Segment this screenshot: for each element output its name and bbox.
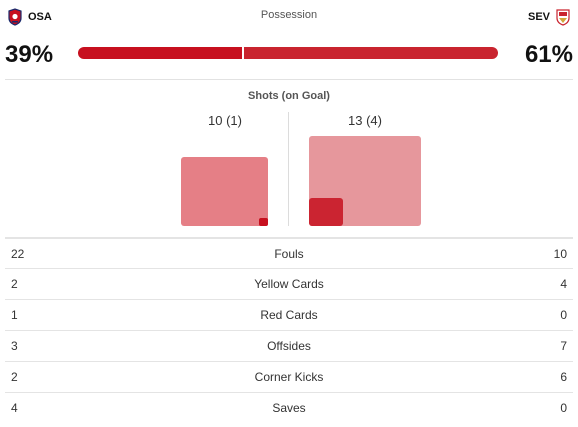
- possession-title: Possession: [260, 9, 318, 21]
- stat-home-value: 1: [11, 308, 18, 322]
- stat-label: Corner Kicks: [254, 370, 324, 384]
- stat-label: Saves: [272, 401, 306, 415]
- stat-away-value: 7: [560, 339, 567, 353]
- stat-row-saves: 4 Saves 0: [5, 392, 573, 423]
- home-team-abbr: OSA: [28, 11, 52, 23]
- stat-row-yellow-cards: 2 Yellow Cards 4: [5, 268, 573, 299]
- section-divider: [5, 79, 573, 80]
- stat-label: Fouls: [274, 246, 304, 261]
- stat-away-value: 0: [560, 401, 567, 415]
- stat-label: Yellow Cards: [254, 277, 324, 291]
- stat-row-offsides: 3 Offsides 7: [5, 330, 573, 361]
- home-possession-percent: 39%: [5, 41, 54, 68]
- stat-label: Offsides: [267, 339, 311, 353]
- away-team: SEV: [528, 8, 570, 26]
- possession-bar-gap: [241, 47, 244, 59]
- stat-away-value: 4: [560, 277, 567, 291]
- stat-label: Red Cards: [260, 308, 318, 322]
- stat-home-value: 2: [11, 370, 18, 384]
- stats-table: 22 Fouls 10 2 Yellow Cards 4 1 Red Cards…: [5, 237, 573, 423]
- away-possession-percent: 61%: [524, 41, 573, 68]
- home-possession-segment: [78, 47, 242, 59]
- stat-home-value: 22: [11, 246, 25, 261]
- home-team: OSA: [8, 8, 52, 26]
- away-shots-on-goal-box: [309, 198, 343, 226]
- sevilla-crest-icon: [556, 9, 570, 26]
- shots-center-divider: [288, 112, 289, 226]
- away-possession-segment: [243, 47, 498, 59]
- home-shots-on-goal-box: [259, 218, 268, 226]
- stat-home-value: 3: [11, 339, 18, 353]
- stat-row-fouls: 22 Fouls 10: [5, 237, 573, 268]
- stat-away-value: 6: [560, 370, 567, 384]
- stat-away-value: 0: [560, 308, 567, 322]
- home-shots-value: 10 (1): [208, 113, 242, 128]
- possession-bar: [78, 47, 498, 59]
- stat-away-value: 10: [553, 246, 567, 261]
- stat-home-value: 2: [11, 277, 18, 291]
- osasuna-crest-icon: [8, 8, 22, 26]
- stat-row-corner-kicks: 2 Corner Kicks 6: [5, 361, 573, 392]
- away-shots-value: 13 (4): [348, 113, 382, 128]
- stat-row-red-cards: 1 Red Cards 0: [5, 299, 573, 330]
- home-shots-total-box: [181, 157, 268, 226]
- shots-title: Shots (on Goal): [248, 90, 330, 102]
- stat-home-value: 4: [11, 401, 18, 415]
- away-team-abbr: SEV: [527, 11, 550, 23]
